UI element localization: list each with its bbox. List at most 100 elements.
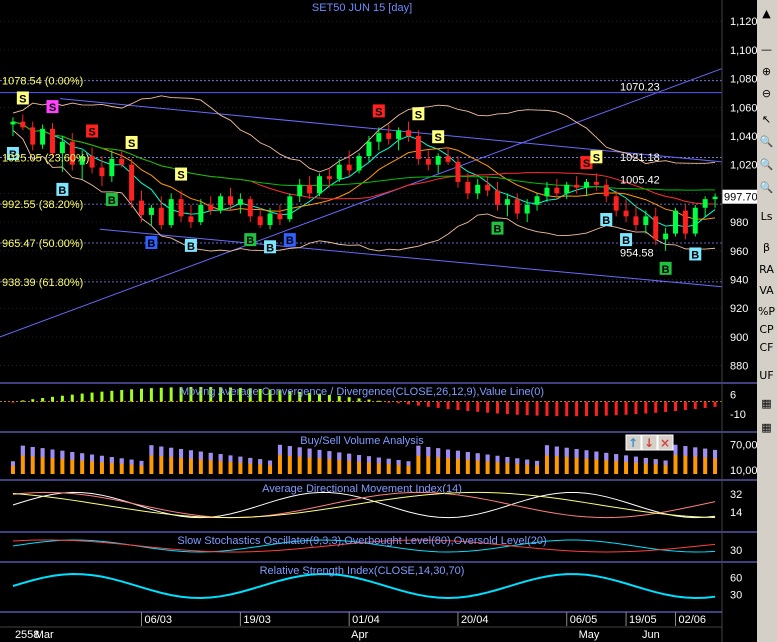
macd-bar <box>268 389 272 402</box>
sell-signal <box>580 156 593 170</box>
y-tick-label: 1,120 <box>730 16 758 28</box>
search-icon[interactable]: 🔍 <box>759 134 774 148</box>
candle-body <box>603 184 609 197</box>
toolbar-ls[interactable]: Ls <box>760 209 773 223</box>
toolbar-icon-b[interactable]: ▦ <box>761 420 772 434</box>
volume-bar-buy <box>446 449 451 459</box>
panel-tick-label: -10 <box>730 409 746 421</box>
buy-signal <box>283 233 296 247</box>
volume-bar <box>139 460 144 474</box>
volume-bar-buy <box>10 461 15 466</box>
zoom-in-icon[interactable]: ⊕ <box>761 64 772 78</box>
scroll-up-icon[interactable]: ▲ <box>762 6 771 20</box>
fib-label: 965.47 (50.00%) <box>2 238 83 250</box>
candle-body <box>79 156 85 165</box>
volume-bar-buy <box>436 448 441 458</box>
y-tick-label: 1,040 <box>730 131 758 143</box>
sell-signal <box>372 104 385 118</box>
volume-bar <box>70 452 75 474</box>
volume-bar-buy <box>633 456 638 463</box>
candle-body <box>129 164 135 201</box>
volume-bar-buy <box>248 457 253 464</box>
moving-average-line <box>12 121 716 220</box>
volume-bar <box>277 444 282 474</box>
volume-bar-buy <box>386 458 391 465</box>
volume-bar <box>693 447 698 474</box>
volume-bar <box>386 458 391 474</box>
toolbar-cf[interactable]: CF <box>759 340 774 354</box>
cursor-icon[interactable]: ↖ <box>761 112 772 126</box>
volume-bar <box>624 455 629 474</box>
toolbar-va[interactable]: VA <box>759 283 774 297</box>
macd-bar <box>496 401 499 414</box>
candle-body <box>643 216 649 225</box>
macd-bar <box>426 401 430 407</box>
volume-bar-buy <box>505 457 510 464</box>
macd-bar <box>466 401 470 411</box>
sell-signal <box>125 135 138 149</box>
candle-body <box>495 190 500 205</box>
sell-signal-letter: S <box>375 106 382 118</box>
candle-body <box>336 164 342 180</box>
sell-signal <box>412 107 425 121</box>
volume-bar-buy <box>80 453 85 461</box>
volume-bar <box>574 449 579 474</box>
volume-bar-buy <box>159 446 164 457</box>
search-plus-icon[interactable]: 🔍 <box>759 157 774 171</box>
volume-bar-buy <box>347 453 352 461</box>
panel-toolbar[interactable]: ↑ ↓ × <box>625 434 674 451</box>
y-tick-label: 1,100 <box>730 45 758 57</box>
toolbar-cp[interactable]: CP <box>759 322 774 336</box>
macd-bar <box>229 387 232 402</box>
candle-body <box>208 204 214 211</box>
macd-bar <box>387 401 391 403</box>
toolbar-pct[interactable]: %P <box>757 304 776 318</box>
indicator-panels: Moving Average Convergence / Divergence(… <box>0 382 757 600</box>
y-tick-label: 980 <box>730 217 748 229</box>
volume-bar-buy <box>366 456 371 463</box>
volume-bar-buy <box>455 450 460 459</box>
volume-bar <box>159 446 164 474</box>
macd-bar <box>199 387 203 402</box>
toolbar-uf[interactable]: UF <box>759 368 774 382</box>
volume-bar <box>663 460 668 474</box>
buy-signal-letter: B <box>662 264 670 276</box>
volume-bar-buy <box>20 445 25 456</box>
volume-bar <box>347 453 352 474</box>
volume-bar <box>337 452 342 474</box>
candle-body <box>554 187 560 194</box>
buy-signal-letter: B <box>622 235 630 247</box>
macd-bar <box>565 401 569 417</box>
buy-signal-letter: B <box>9 149 17 161</box>
macd-bar <box>347 397 351 402</box>
last-price-box <box>722 189 757 204</box>
macd-bar <box>90 392 94 402</box>
price-labels: 1078.54 (0.00%) 1025.05 (23.60%) 992.55 (3… <box>2 76 660 289</box>
volume-bar <box>633 456 638 474</box>
volume-bar-buy <box>149 445 154 456</box>
macd-bar <box>110 390 114 402</box>
buy-signal-letter: B <box>602 215 610 227</box>
search-minus-icon[interactable]: 🔍 <box>759 180 774 194</box>
x-tick-label: 02/06 <box>679 614 707 626</box>
collapse-icon[interactable]: — <box>761 42 772 56</box>
candle-body <box>465 181 471 194</box>
buy-signal <box>620 233 633 247</box>
volume-bar-buy <box>228 455 233 462</box>
right-toolbar: ▲ — ⊕ ⊖ ↖ 🔍 🔍 🔍 Ls β RA VA %P CP CF UF ▦… <box>757 0 777 642</box>
macd-bar <box>70 394 74 402</box>
candle-body <box>317 176 322 194</box>
toolbar-beta[interactable]: β <box>762 240 771 254</box>
toolbar-icon-a[interactable]: ▦ <box>761 396 772 410</box>
panel-tick-label: 30 <box>730 545 742 557</box>
volume-bar <box>119 458 124 474</box>
toolbar-ra[interactable]: RA <box>759 262 774 276</box>
volume-bar <box>80 453 85 474</box>
candle-body <box>40 128 46 145</box>
buy-signal <box>105 192 118 206</box>
sell-signal <box>46 100 59 114</box>
zoom-out-icon[interactable]: ⊖ <box>761 86 772 100</box>
volume-bar-buy <box>574 449 579 458</box>
volume-bar-buy <box>90 454 95 462</box>
